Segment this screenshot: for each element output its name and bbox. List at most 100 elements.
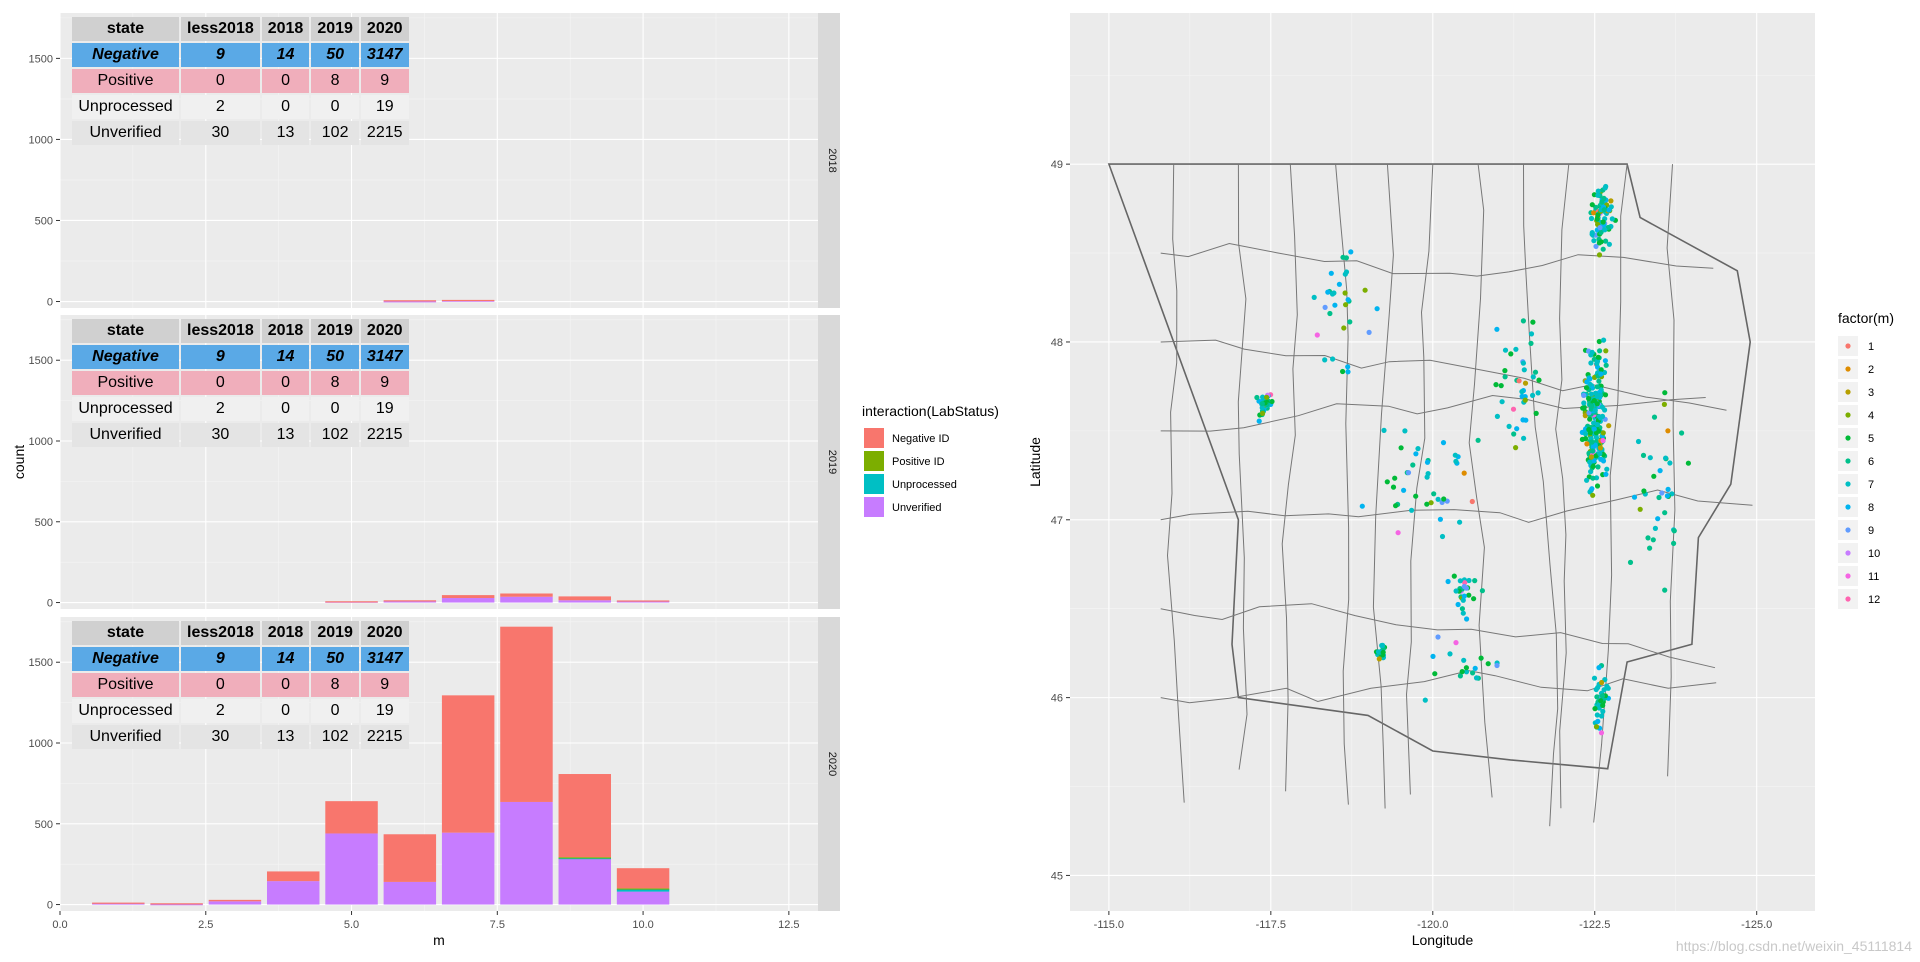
data-point [1606,207,1612,213]
data-point [1461,470,1467,476]
data-point [1589,439,1595,445]
data-point [1586,426,1592,433]
data-point [1254,394,1260,401]
data-point [1588,403,1595,409]
data-point [1502,368,1508,374]
legend-label: 12 [1868,594,1880,606]
table-cell: 50 [311,647,359,671]
table-row: Unprocessed 2 0 0 19 [72,699,409,723]
data-point [1662,510,1668,516]
data-point [1366,329,1372,335]
data-point [1437,516,1443,522]
bar-segment-negative [558,596,612,601]
x-tick-label: 10.0 [632,919,653,931]
data-point [1589,231,1595,237]
data-point [1594,216,1600,222]
data-point [1322,304,1328,310]
data-point [1650,537,1656,543]
data-point [1647,545,1653,551]
bar-segment-unverified [441,300,495,302]
data-point [1591,426,1597,432]
data-point [1401,487,1407,493]
summary-table: state less2018 2018 2019 2020 Negative 9 14 50 31… [70,619,411,751]
data-point [1597,225,1603,231]
x-axis-title: Longitude [1412,932,1474,948]
table-header-cell: less2018 [181,17,260,41]
table-cell: 14 [261,647,310,671]
bar-segment-negative [383,834,437,882]
bar-segment-negative [616,600,670,602]
data-point [1596,378,1602,384]
table-row: Positive 0 0 8 9 [72,69,409,93]
bar-segment-unverified [383,881,437,905]
data-point [1605,685,1611,691]
data-point [1359,503,1365,509]
y-tick-label: 0 [47,297,53,309]
data-point [1640,452,1647,458]
scatter-points [1254,183,1691,736]
table-cell: 0 [261,397,310,421]
facet-strip [818,617,840,911]
y-tick-label: 47 [1051,515,1063,527]
data-point [1596,665,1602,671]
bar-segment-unverified [616,891,670,905]
data-point [1415,446,1421,452]
data-point [1345,369,1351,375]
data-point [1595,354,1601,360]
data-point [1376,656,1382,662]
table-header-cell: 2020 [360,17,409,41]
data-point [1583,385,1590,391]
legend-label: 7 [1868,479,1874,491]
bar-segment-unverified [208,901,262,905]
table-cell: 30 [181,121,260,145]
data-point [1598,371,1604,377]
data-point [1479,588,1485,594]
y-tick-label: 45 [1051,870,1063,882]
table-header-row: state less2018 2018 2019 2020 [72,17,409,41]
bar-segment-unverified [558,858,612,905]
data-point [1453,458,1459,464]
data-point [1593,430,1599,436]
data-point [1259,401,1265,407]
bar-segment-positive [616,888,670,890]
legend-label: 10 [1868,548,1880,560]
data-point [1395,530,1401,536]
data-point [1598,367,1604,373]
data-point [1595,192,1601,198]
y-tick-label: 1000 [29,738,53,750]
data-point [1424,501,1430,507]
legend-key [1845,458,1851,464]
data-point [1604,466,1610,472]
data-point [1516,378,1522,384]
table-cell: 0 [261,699,310,723]
data-point [1598,730,1605,736]
data-point [1627,559,1634,566]
data-point [1580,405,1586,411]
data-point [1327,310,1333,317]
data-point [1460,610,1466,616]
legend-key [1845,412,1851,418]
legend-key [1845,573,1851,579]
data-point [1343,269,1350,275]
data-point [1461,657,1467,663]
summary-table: state less2018 2018 2019 2020 Negative 9 14 50 31… [70,317,411,449]
data-point [1594,694,1600,700]
legend-label: 2 [1868,364,1874,376]
data-point [1472,665,1478,672]
legend-key [1845,527,1851,533]
data-point [1606,241,1612,247]
data-point [1591,675,1598,681]
x-tick-label: -117.5 [1256,919,1286,931]
data-point [1597,392,1603,398]
table-cell: 8 [311,673,359,697]
data-point [1600,246,1606,252]
bar-segment-negative [441,695,495,833]
data-point [1663,455,1669,461]
table-header-row: state less2018 2018 2019 2020 [72,319,409,343]
data-point [1362,287,1368,293]
data-point [1603,348,1609,354]
table-row: Unverified 30 13 102 2215 [72,121,409,145]
data-point [1260,410,1266,416]
data-point [1665,428,1671,434]
